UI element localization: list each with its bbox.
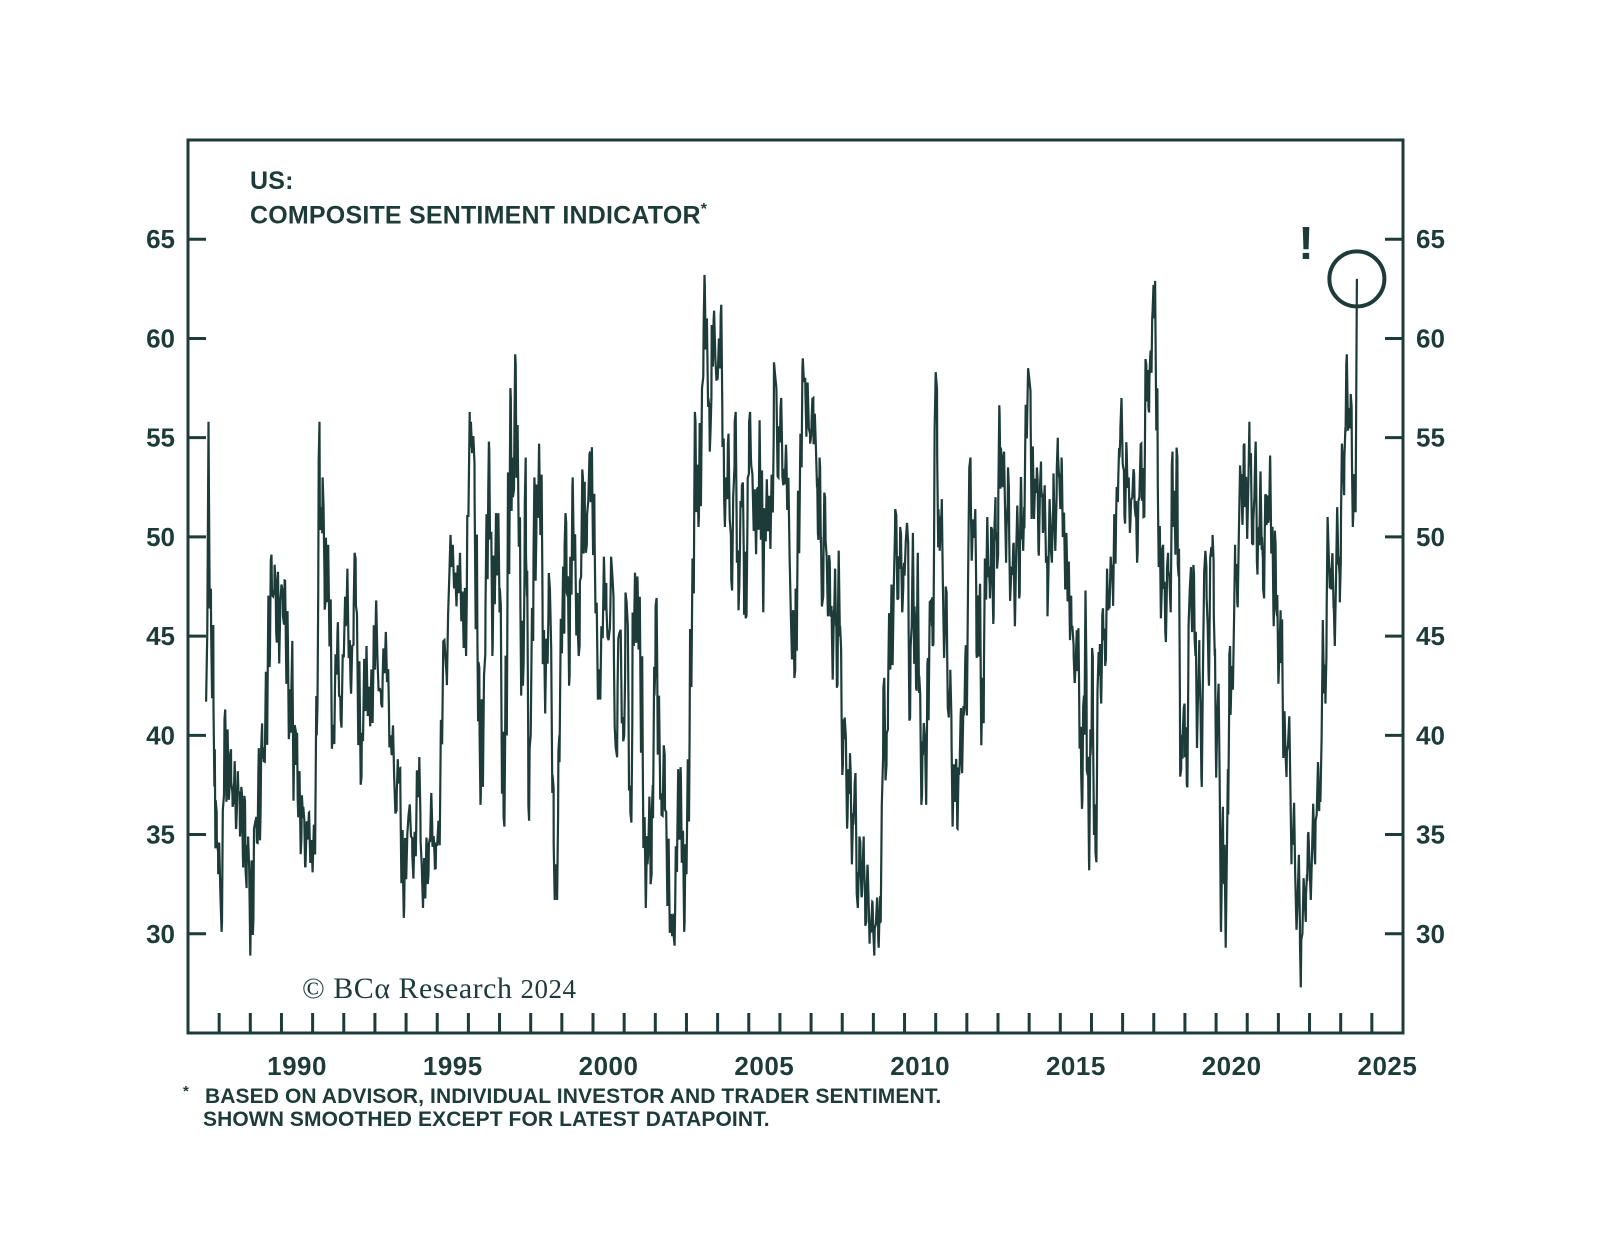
x-tick-label: 2020	[1202, 1051, 1262, 1081]
x-tick-label: 2025	[1358, 1051, 1418, 1081]
y-tick-label-left: 35	[146, 820, 175, 850]
y-tick-label-left: 50	[146, 522, 175, 552]
x-tick-label: 2000	[579, 1051, 639, 1081]
y-tick-label-right: 35	[1416, 820, 1445, 850]
chart-title-line1: US:	[250, 167, 294, 195]
chart-footnote: * BASED ON ADVISOR, INDIVIDUAL INVESTOR A…	[183, 1083, 942, 1131]
y-tick-label-right: 45	[1416, 621, 1445, 651]
plot-border	[186, 138, 1405, 1035]
footnote-line1: * BASED ON ADVISOR, INDIVIDUAL INVESTOR A…	[183, 1083, 942, 1108]
exclamation-annotation: !	[1298, 217, 1314, 269]
x-tick-label: 2015	[1046, 1051, 1106, 1081]
x-tick-label: 1990	[267, 1051, 327, 1081]
x-tick-label: 2005	[734, 1051, 794, 1081]
y-tick-label-left: 40	[146, 720, 175, 750]
latest-datapoint-circle	[1327, 249, 1387, 309]
y-tick-label-right: 30	[1416, 919, 1445, 949]
y-tick-label-left: 55	[146, 423, 175, 453]
chart-title-line2: COMPOSITE SENTIMENT INDICATOR*	[250, 200, 707, 229]
x-tick-label: 2010	[890, 1051, 950, 1081]
chart-title: US: COMPOSITE SENTIMENT INDICATOR*	[250, 167, 707, 229]
y-tick-label-right: 65	[1416, 224, 1445, 254]
footnote-marker: *	[183, 1083, 189, 1100]
y-tick-label-right: 60	[1416, 323, 1445, 353]
copyright-watermark: © BCα Research 2024	[302, 972, 577, 1005]
y-tick-label-left: 30	[146, 919, 175, 949]
x-tick-label: 1995	[423, 1051, 483, 1081]
y-tick-label-left: 60	[146, 323, 175, 353]
sentiment-series-line	[205, 274, 1358, 988]
y-tick-label-right: 50	[1416, 522, 1445, 552]
footnote-line2: SHOWN SMOOTHED EXCEPT FOR LATEST DATAPOI…	[203, 1107, 770, 1131]
y-tick-label-left: 65	[146, 224, 175, 254]
y-tick-label-right: 55	[1416, 423, 1445, 453]
y-tick-label-right: 40	[1416, 720, 1445, 750]
y-tick-label-left: 45	[146, 621, 175, 651]
title-footnote-marker: *	[700, 200, 707, 218]
